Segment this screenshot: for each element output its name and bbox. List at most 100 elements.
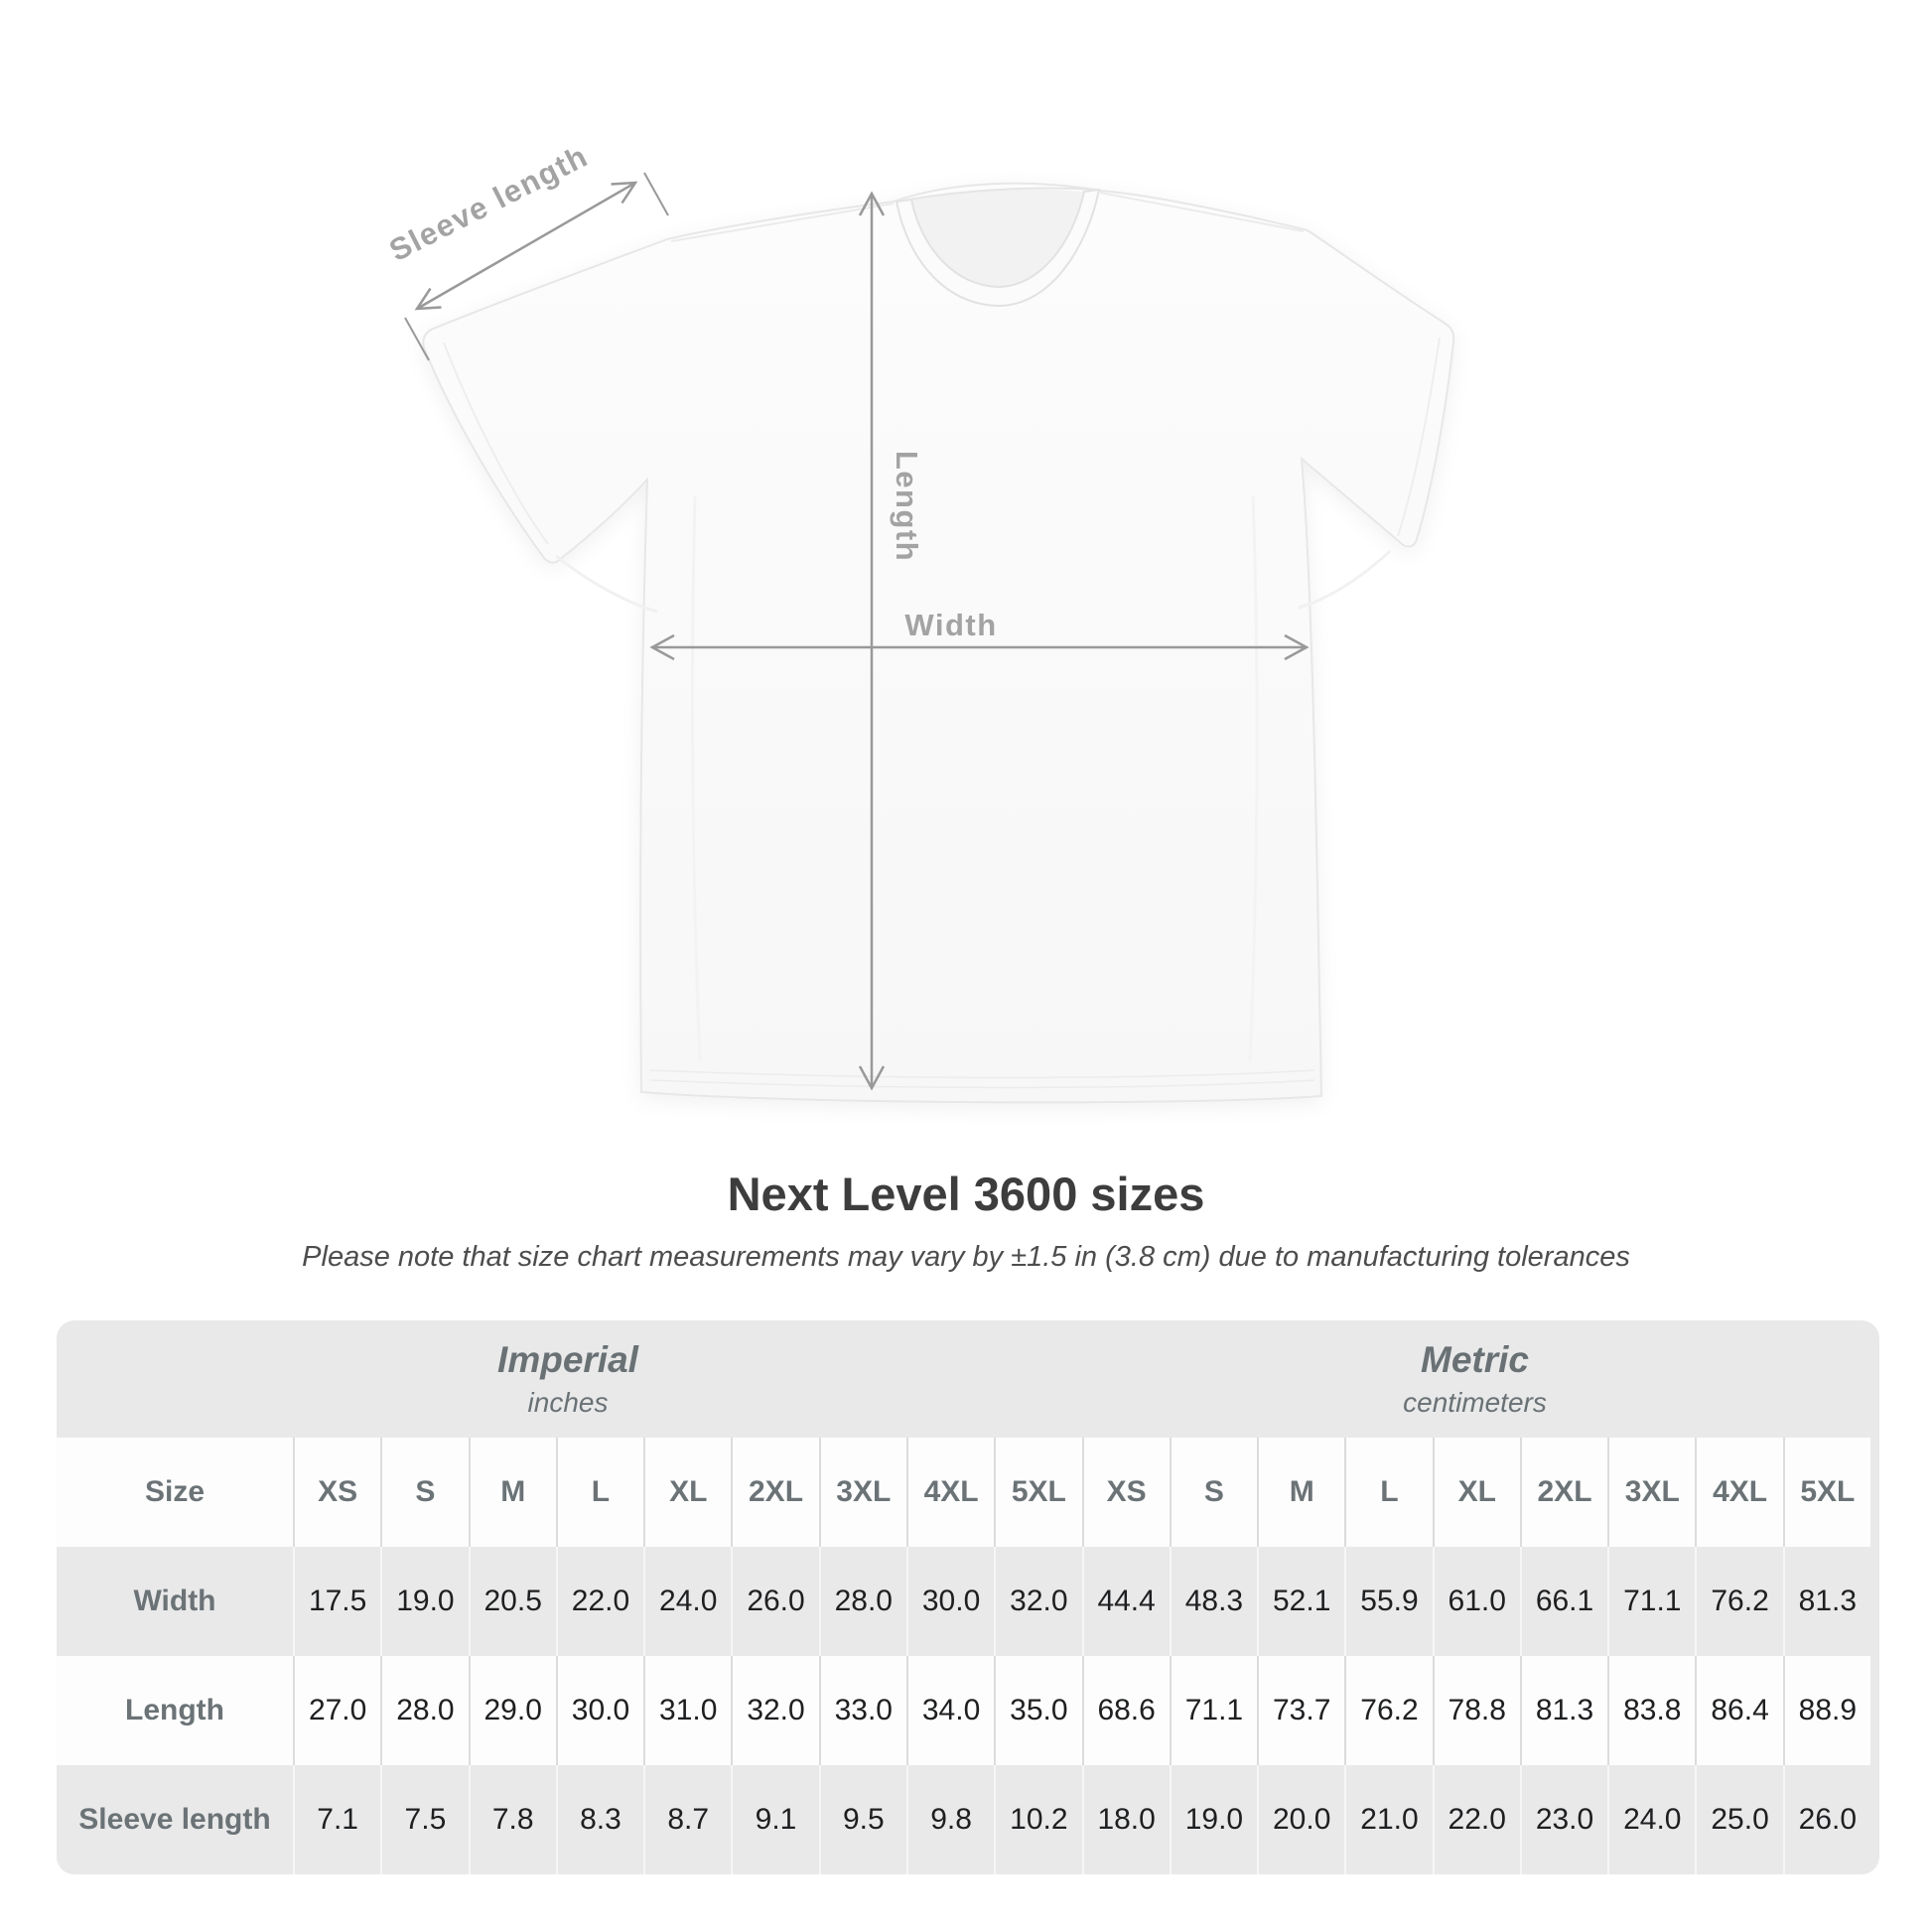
value-cell: 7.1 [295,1765,381,1874]
value-cell: 20.0 [1259,1765,1345,1874]
imperial-label: Imperial [497,1339,638,1380]
value-cell: 27.0 [295,1656,381,1765]
size-column-header: S [382,1438,469,1547]
table-row: Sleeve length 7.1 7.5 7.8 8.3 8.7 9.1 9.5 9.8 10.… [57,1765,1870,1874]
value-cell: 81.3 [1784,1547,1870,1656]
value-cell: 28.0 [820,1547,906,1656]
value-cell: 32.0 [733,1656,819,1765]
sleeve-length-label: Sleeve length [384,138,594,268]
value-cell: 26.0 [733,1547,819,1656]
size-column-header: 4XL [1697,1438,1783,1547]
value-cell: 23.0 [1521,1765,1608,1874]
value-cell: 68.6 [1083,1656,1170,1765]
size-column-header: 4XL [907,1438,995,1547]
value-cell: 28.0 [382,1656,469,1765]
size-column-header: XL [1434,1438,1520,1547]
size-column-header: L [557,1438,644,1547]
value-cell: 76.2 [1346,1656,1433,1765]
size-column-header: L [1346,1438,1433,1547]
value-cell: 8.3 [557,1765,644,1874]
size-column-header: XS [295,1438,381,1547]
tshirt-shape [422,182,1455,1104]
value-cell: 30.0 [907,1547,995,1656]
value-cell: 55.9 [1346,1547,1433,1656]
measurement-row-label: Length [57,1656,293,1765]
size-column-header: 3XL [1609,1438,1696,1547]
size-column-header: 3XL [820,1438,906,1547]
value-cell: 44.4 [1083,1547,1170,1656]
table-row: Width 17.5 19.0 20.5 22.0 24.0 26.0 28.0 30.0 32.… [57,1547,1870,1656]
measurement-row-label: Sleeve length [57,1765,293,1874]
size-table: Imperial inches Metric centimeters Size X… [57,1320,1879,1874]
value-cell: 73.7 [1259,1656,1345,1765]
value-cell: 8.7 [645,1765,732,1874]
metric-unit-label: centimeters [1403,1387,1547,1418]
value-cell: 20.5 [470,1547,556,1656]
value-cell: 48.3 [1171,1547,1258,1656]
size-column-header: XL [645,1438,732,1547]
value-cell: 83.8 [1609,1656,1696,1765]
value-cell: 7.5 [382,1765,469,1874]
sleeve-length-arrow [404,172,669,361]
value-cell: 61.0 [1434,1547,1520,1656]
value-cell: 21.0 [1346,1765,1433,1874]
page-title: Next Level 3600 sizes [727,1168,1205,1220]
size-column-header: M [470,1438,556,1547]
table-header-row: Size XS S M L XL 2XL 3XL 4XL 5XL XS S M L XL 2XL 3XL 4XL 5… [57,1438,1870,1547]
value-cell: 32.0 [996,1547,1082,1656]
value-cell: 31.0 [645,1656,732,1765]
value-cell: 24.0 [1609,1765,1696,1874]
value-cell: 22.0 [1434,1765,1520,1874]
length-arrow [858,191,886,1091]
unit-header-band: Imperial inches Metric centimeters [57,1320,1870,1438]
size-column-header: S [1171,1438,1258,1547]
tolerance-note: Please note that size chart measurements… [302,1241,1630,1273]
length-label: Length [890,451,924,562]
value-cell: 7.8 [470,1765,556,1874]
size-header-cell: Size [57,1438,293,1547]
measurement-row-label: Width [57,1547,293,1656]
value-cell: 52.1 [1259,1547,1345,1656]
table-row: Length 27.0 28.0 29.0 30.0 31.0 32.0 33.0 34.0 35… [57,1656,1870,1765]
tshirt-measurement-diagram: Sleeve length Length Width [384,138,1455,1104]
value-cell: 29.0 [470,1656,556,1765]
value-cell: 19.0 [1171,1765,1258,1874]
value-cell: 26.0 [1784,1765,1870,1874]
value-cell: 71.1 [1609,1547,1696,1656]
value-cell: 71.1 [1171,1656,1258,1765]
imperial-unit-label: inches [527,1387,609,1418]
value-cell: 35.0 [996,1656,1082,1765]
value-cell: 76.2 [1697,1547,1783,1656]
metric-label: Metric [1421,1339,1529,1380]
imperial-unit-header: Imperial inches [57,1338,1079,1420]
size-column-header: 5XL [1784,1438,1870,1547]
width-arrow [649,633,1310,661]
tshirt-illustration: Sleeve length Length Width [384,138,1455,1104]
size-column-header: M [1259,1438,1345,1547]
value-cell: 81.3 [1521,1656,1608,1765]
value-cell: 17.5 [295,1547,381,1656]
value-cell: 78.8 [1434,1656,1520,1765]
value-cell: 10.2 [996,1765,1082,1874]
size-column-header: 2XL [1521,1438,1608,1547]
value-cell: 25.0 [1697,1765,1783,1874]
size-column-header: 5XL [996,1438,1082,1547]
value-cell: 30.0 [557,1656,644,1765]
value-cell: 18.0 [1083,1765,1170,1874]
value-cell: 19.0 [382,1547,469,1656]
size-column-header: XS [1083,1438,1170,1547]
value-cell: 9.8 [907,1765,995,1874]
value-cell: 33.0 [820,1656,906,1765]
value-cell: 66.1 [1521,1547,1608,1656]
value-cell: 34.0 [907,1656,995,1765]
value-cell: 22.0 [557,1547,644,1656]
metric-unit-header: Metric centimeters [1079,1338,1870,1420]
size-column-header: 2XL [733,1438,819,1547]
width-label: Width [904,608,997,642]
value-cell: 86.4 [1697,1656,1783,1765]
size-table-rows: Size XS S M L XL 2XL 3XL 4XL 5XL XS S M L XL 2XL 3XL 4XL 5… [57,1438,1870,1874]
value-cell: 9.1 [733,1765,819,1874]
value-cell: 24.0 [645,1547,732,1656]
value-cell: 9.5 [820,1765,906,1874]
